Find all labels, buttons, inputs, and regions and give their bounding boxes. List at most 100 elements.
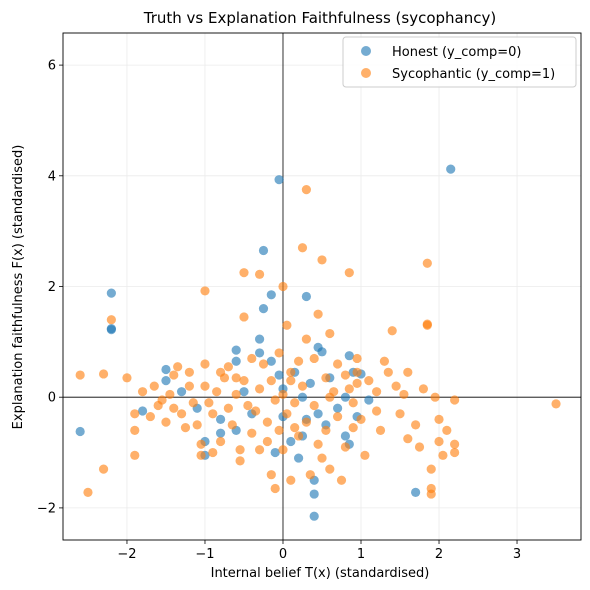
y-tick-label: 0	[48, 391, 56, 406]
legend-marker-honest	[361, 46, 371, 56]
sycophantic-point	[282, 409, 292, 419]
sycophantic-point	[309, 400, 319, 411]
sycophantic-point	[270, 395, 280, 405]
sycophantic-point	[262, 436, 272, 447]
sycophantic-point	[325, 328, 335, 339]
sycophantic-point	[348, 398, 358, 408]
honest-point	[106, 288, 116, 298]
honest-point	[266, 290, 276, 300]
sycophantic-point	[313, 309, 323, 319]
sycophantic-point	[426, 464, 436, 474]
x-tick-label: 3	[513, 547, 521, 562]
sycophantic-point	[215, 436, 226, 447]
sycophantic-point	[352, 353, 362, 364]
sycophantic-point	[169, 403, 179, 413]
sycophantic-point	[165, 389, 175, 400]
honest-point	[293, 453, 304, 463]
axis-ticks: −2 −1 0 1 2 3 −2 0 2 4 6	[37, 59, 521, 562]
honest-point	[258, 304, 269, 314]
sycophantic-point	[290, 398, 300, 408]
sycophantic-point	[450, 447, 460, 458]
sycophantic-point	[192, 420, 202, 430]
sycophantic-point	[309, 353, 319, 364]
sycophantic-point	[387, 326, 397, 336]
sycophantic-point	[333, 411, 343, 422]
sycophantic-point	[208, 447, 218, 458]
sycophantic-point	[333, 359, 343, 369]
sycophantic-point	[130, 450, 140, 460]
sycophantic-point	[278, 445, 288, 455]
sycophantic-point	[137, 387, 148, 397]
sycophantic-point	[258, 359, 269, 369]
sycophantic-point	[200, 286, 210, 296]
sycophantic-point	[98, 464, 109, 474]
sycophantic-point	[352, 378, 362, 388]
honest-point	[317, 347, 327, 357]
sycophantic-point	[313, 439, 323, 449]
sycophantic-point	[434, 436, 444, 447]
honest-point	[340, 392, 351, 402]
sycophantic-point	[254, 445, 265, 455]
sycophantic-point	[274, 348, 284, 358]
sycophantic-point	[301, 185, 311, 195]
sycophantic-point	[340, 370, 351, 380]
sycophantic-point	[204, 398, 214, 408]
sycophantic-point	[414, 442, 425, 452]
sycophantic-point	[403, 434, 413, 444]
sycophantic-point	[235, 456, 245, 466]
sycophantic-point	[180, 423, 191, 433]
sycophantic-point	[290, 423, 300, 433]
sycophantic-point	[208, 409, 218, 419]
honest-point	[313, 409, 323, 419]
sycophantic-point	[352, 367, 362, 377]
sycophantic-point	[293, 431, 304, 441]
sycophantic-point	[286, 367, 296, 377]
sycophantic-point	[325, 464, 335, 474]
sycophantic-point	[247, 428, 257, 438]
sycophantic-point	[196, 450, 206, 460]
sycophantic-point	[411, 420, 421, 430]
sycophantic-point	[348, 423, 358, 433]
sycophantic-point	[321, 373, 331, 383]
honest-point	[274, 370, 284, 380]
sycophantic-point	[450, 439, 460, 449]
sycophantic-point	[282, 320, 292, 330]
sycophantic-point	[297, 243, 308, 253]
sycophantic-point	[235, 445, 245, 455]
sycophantic-point	[442, 425, 452, 436]
sycophantic-point	[243, 400, 253, 411]
honest-point	[301, 291, 311, 302]
sycophantic-point	[391, 381, 401, 391]
honest-point	[364, 395, 374, 405]
honest-point	[446, 164, 456, 174]
sycophantic-point	[223, 403, 233, 413]
sycophantic-point	[231, 373, 241, 383]
sycophantic-point	[422, 258, 432, 268]
sycophantic-point	[372, 387, 382, 397]
honest-point	[106, 325, 116, 335]
y-tick-label: −2	[37, 501, 56, 516]
sycophantic-point	[184, 381, 194, 391]
honest-point	[266, 356, 276, 366]
sycophantic-point	[130, 409, 140, 419]
sycophantic-point	[297, 381, 308, 391]
honest-point	[75, 426, 85, 437]
sycophantic-point	[247, 353, 257, 364]
sycophantic-point	[251, 406, 261, 416]
sycophantic-point	[395, 409, 405, 419]
honest-point	[161, 364, 171, 375]
data-points	[75, 164, 561, 521]
sycophantic-point	[426, 489, 436, 499]
sycophantic-point	[223, 362, 233, 372]
sycophantic-point	[325, 392, 335, 402]
sycophantic-point	[286, 475, 296, 485]
honest-point	[215, 428, 226, 438]
honest-point	[161, 375, 171, 386]
honest-point	[309, 489, 319, 499]
sycophantic-point	[375, 425, 386, 436]
honest-point	[231, 345, 241, 355]
honest-point	[254, 334, 265, 344]
sycophantic-point	[83, 487, 93, 497]
sycophantic-point	[438, 450, 448, 460]
legend-box	[342, 36, 577, 88]
